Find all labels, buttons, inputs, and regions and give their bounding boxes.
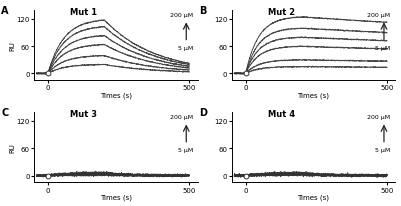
Text: 5 μM: 5 μM xyxy=(375,148,391,153)
Text: B: B xyxy=(199,6,206,16)
Y-axis label: RU: RU xyxy=(9,41,15,51)
Text: Mut 3: Mut 3 xyxy=(70,109,97,118)
X-axis label: Times (s): Times (s) xyxy=(100,194,132,200)
Text: Mut 1: Mut 1 xyxy=(70,8,97,17)
Text: Mut 4: Mut 4 xyxy=(267,109,295,118)
Text: D: D xyxy=(199,107,207,117)
Text: A: A xyxy=(1,6,8,16)
Text: 5 μM: 5 μM xyxy=(375,46,391,51)
Text: C: C xyxy=(1,107,8,117)
X-axis label: Times (s): Times (s) xyxy=(298,194,330,200)
Text: 200 μM: 200 μM xyxy=(367,13,391,18)
X-axis label: Times (s): Times (s) xyxy=(100,92,132,99)
Text: 200 μM: 200 μM xyxy=(170,114,193,119)
X-axis label: Times (s): Times (s) xyxy=(298,92,330,99)
Y-axis label: RU: RU xyxy=(9,143,15,153)
Text: 200 μM: 200 μM xyxy=(367,114,391,119)
Text: Mut 2: Mut 2 xyxy=(267,8,295,17)
Text: 200 μM: 200 μM xyxy=(170,13,193,18)
Text: 5 μM: 5 μM xyxy=(178,46,193,51)
Text: 5 μM: 5 μM xyxy=(178,148,193,153)
